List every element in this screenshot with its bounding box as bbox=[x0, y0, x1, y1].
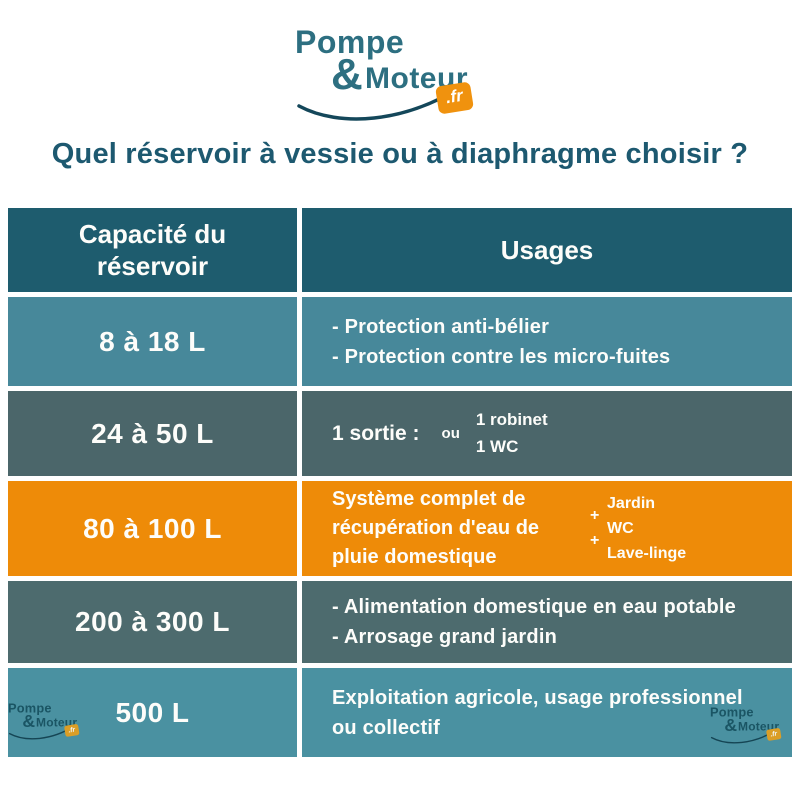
usage-line: Exploitation agricole, usage professionn… bbox=[332, 686, 743, 709]
usage-cell: - Protection anti-bélier - Protection co… bbox=[302, 297, 792, 386]
extra-item: WC bbox=[607, 520, 634, 537]
table-row: 200 à 300 L - Alimentation domestique en… bbox=[8, 581, 792, 663]
extra-item: Jardin bbox=[607, 495, 656, 512]
capacity-value: 200 à 300 L bbox=[75, 606, 230, 637]
header-usages-cell: Usages bbox=[302, 208, 792, 292]
logo-ampersand: & bbox=[724, 715, 738, 735]
usage-line: - Arrosage grand jardin bbox=[332, 626, 558, 648]
header-capacity-label: Capacité du réservoir bbox=[78, 218, 227, 282]
comparison-table: Capacité du réservoir Usages 8 à 18 L - … bbox=[8, 208, 792, 762]
sortie-options: 1 robinet 1 WC bbox=[476, 407, 548, 460]
table-row: 80 à 100 L Système complet de récupérati… bbox=[8, 481, 792, 576]
logo-ampersand: & bbox=[22, 711, 36, 731]
sortie-option: 1 robinet bbox=[475, 410, 548, 430]
usage-line: - Protection contre les micro-fuites bbox=[332, 345, 671, 368]
usage-line: - Alimentation domestique en eau potable bbox=[332, 596, 736, 618]
usage-line: pluie domestique bbox=[332, 546, 497, 568]
table-row: 500 L Exploitation agricole, usage profe… bbox=[8, 668, 792, 757]
watermark-logo-right: Pompe & Moteur .fr bbox=[706, 700, 798, 745]
header-capacity-cell: Capacité du réservoir bbox=[8, 208, 297, 292]
usage-text: - Alimentation domestique en eau potable… bbox=[332, 592, 736, 652]
plus-icon: + bbox=[590, 532, 600, 549]
usage-line: - Protection anti-bélier bbox=[332, 315, 550, 338]
capacity-value: 80 à 100 L bbox=[83, 512, 222, 544]
capacity-cell: 200 à 300 L bbox=[8, 581, 297, 663]
usage-text: Système complet de récupération d'eau de… bbox=[332, 485, 539, 572]
table-row: 8 à 18 L - Protection anti-bélier - Prot… bbox=[8, 297, 792, 386]
table-row: 24 à 50 L 1 sortie : ou 1 robinet 1 WC bbox=[8, 391, 792, 476]
capacity-value: 24 à 50 L bbox=[91, 417, 214, 449]
watermark-logo-left: Pompe & Moteur .fr bbox=[4, 696, 96, 741]
logo-text-pompe: Pompe bbox=[295, 24, 405, 60]
logo-text-pompe: Pompe bbox=[710, 704, 754, 720]
capacity-cell: 24 à 50 L bbox=[8, 391, 297, 476]
sortie-label: 1 sortie : bbox=[332, 421, 420, 445]
usage-cell: Système complet de récupération d'eau de… bbox=[302, 481, 792, 576]
brand-logo: Pompe & Moteur .fr bbox=[285, 12, 515, 124]
usage-cell: 1 sortie : ou 1 robinet 1 WC bbox=[302, 391, 792, 476]
usage-line: ou collectif bbox=[332, 716, 440, 739]
usage-text: - Protection anti-bélier - Protection co… bbox=[332, 312, 670, 372]
header-usages-label: Usages bbox=[500, 234, 594, 265]
page-title: Quel réservoir à vessie ou à diaphragme … bbox=[51, 138, 749, 170]
logo-fr-badge: .fr bbox=[64, 723, 80, 738]
logo-ampersand: & bbox=[331, 50, 363, 99]
capacity-value: 500 L bbox=[115, 696, 190, 728]
capacity-cell: 80 à 100 L bbox=[8, 481, 297, 576]
usage-line: récupération d'eau de bbox=[332, 517, 540, 539]
usage-line: Système complet de bbox=[332, 488, 526, 510]
logo-fr-badge: .fr bbox=[766, 727, 782, 742]
logo-fr-badge: .fr bbox=[435, 81, 474, 115]
logo-text-pompe: Pompe bbox=[8, 700, 52, 716]
usage-text: Exploitation agricole, usage professionn… bbox=[332, 683, 743, 743]
sortie-conjunction: ou bbox=[441, 425, 460, 442]
usage-cell: - Alimentation domestique en eau potable… bbox=[302, 581, 792, 663]
usage-cell: Exploitation agricole, usage professionn… bbox=[302, 668, 792, 757]
plus-icon: + bbox=[590, 507, 600, 524]
capacity-cell: 8 à 18 L bbox=[8, 297, 297, 386]
capacity-value: 8 à 18 L bbox=[99, 325, 206, 357]
extra-item: Lave-linge bbox=[607, 545, 687, 562]
sortie-option: 1 WC bbox=[475, 436, 519, 456]
usage-text: 1 sortie : ou 1 robinet 1 WC bbox=[332, 407, 548, 460]
usage-extras-list: + + Jardin WC Lave-linge bbox=[590, 491, 687, 566]
capacity-cell: 500 L bbox=[8, 668, 297, 757]
table-header-row: Capacité du réservoir Usages bbox=[8, 208, 792, 292]
